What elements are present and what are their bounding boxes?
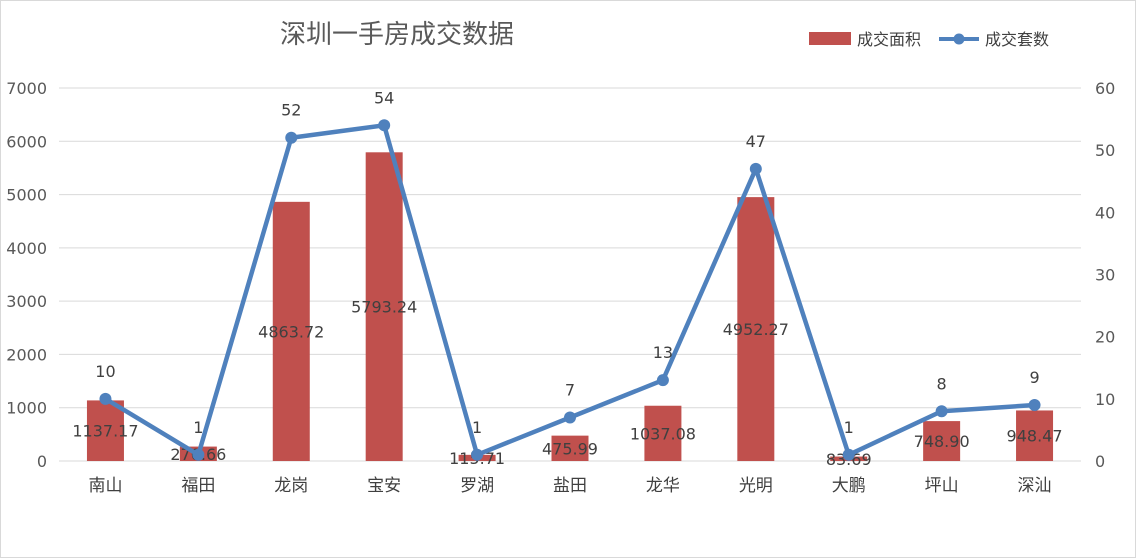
bar	[923, 421, 961, 461]
line-path	[104, 123, 1035, 458]
category-label: 南山	[88, 476, 122, 496]
left-tick-label: 0	[37, 452, 47, 471]
right-tick-label: 50	[1095, 141, 1115, 160]
category-label: 坪山	[925, 476, 959, 496]
bar	[272, 201, 310, 462]
legend: 成交面积 成交套数	[809, 30, 1049, 49]
category-label: 龙华	[646, 476, 680, 496]
left-tick-label: 2000	[6, 345, 47, 364]
category-label: 宝安	[367, 476, 401, 496]
right-y-axis: 0 10 20 30 40 50 60	[1095, 79, 1115, 471]
legend-bar-label: 成交面积	[857, 30, 921, 49]
left-tick-label: 3000	[6, 292, 47, 311]
bar-value-label: 1137.17	[72, 422, 138, 441]
line-value-label: 47	[746, 132, 766, 151]
bar-value-label: 4863.72	[258, 322, 324, 341]
left-tick-label: 6000	[6, 132, 47, 151]
line-point	[656, 374, 669, 387]
bar	[86, 400, 124, 461]
legend-bar-swatch	[809, 32, 851, 45]
line-value-label: 1	[844, 418, 854, 437]
legend-line-label: 成交套数	[985, 30, 1049, 49]
bar-value-label: 4952.27	[723, 320, 789, 339]
line-point	[378, 119, 391, 132]
left-tick-label: 5000	[6, 186, 47, 205]
category-label: 大鹏	[832, 476, 866, 496]
bar-value-label: 475.99	[542, 439, 598, 458]
bar-value-label: 5793.24	[351, 298, 417, 317]
line-value-label: 7	[565, 380, 575, 399]
line-value-label: 54	[374, 88, 394, 107]
category-label: 罗湖	[460, 476, 494, 496]
left-tick-label: 7000	[6, 79, 47, 98]
left-tick-label: 4000	[6, 239, 47, 258]
bar-series: 1137.17270.664863.725793.24115.71475.991…	[72, 152, 1063, 469]
bar	[644, 405, 682, 461]
line-point	[842, 448, 855, 461]
category-label: 光明	[739, 476, 773, 496]
line-point	[471, 448, 484, 461]
line-point	[99, 392, 112, 405]
line-value-label: 13	[653, 343, 673, 362]
right-tick-label: 60	[1095, 79, 1115, 98]
right-tick-label: 20	[1095, 328, 1115, 347]
bar-value-label: 748.90	[914, 432, 970, 451]
line-value-label: 1	[472, 418, 482, 437]
x-axis: 南山 福田 龙岗 宝安 罗湖 盐田 龙华 光明 大鹏 坪山 深汕	[88, 476, 1051, 496]
line-value-label: 8	[937, 374, 947, 393]
left-y-axis: 0 1000 2000 3000 4000 5000 6000 7000	[6, 79, 47, 471]
line-point	[749, 162, 762, 175]
line-value-label: 52	[281, 101, 301, 120]
right-tick-label: 40	[1095, 203, 1115, 222]
bar-value-label: 1037.08	[630, 424, 696, 443]
line-value-label: 10	[95, 362, 115, 381]
category-label: 深汕	[1018, 476, 1052, 496]
category-label: 龙岗	[274, 476, 308, 496]
category-label: 福田	[181, 476, 215, 496]
line-value-label: 9	[1029, 368, 1039, 387]
bar	[737, 197, 775, 462]
chart-title: 深圳一手房成交数据	[280, 20, 514, 50]
right-tick-label: 30	[1095, 266, 1115, 285]
line-point	[285, 131, 298, 144]
category-label: 盐田	[553, 476, 587, 496]
bar	[551, 435, 589, 461]
line-point	[935, 405, 948, 418]
bar	[365, 152, 403, 461]
line-point	[192, 448, 205, 461]
line-series: 10 1 52 54 1 7 13 47 1 8 9	[95, 88, 1041, 461]
line-point	[1028, 399, 1041, 412]
right-tick-label: 0	[1095, 452, 1105, 471]
line-point	[564, 411, 576, 424]
legend-line-marker	[953, 33, 965, 45]
right-tick-label: 10	[1095, 390, 1115, 409]
bar	[1016, 410, 1054, 461]
bar-value-label: 948.47	[1007, 427, 1063, 446]
line-value-label: 1	[193, 418, 203, 437]
left-tick-label: 1000	[6, 399, 47, 418]
